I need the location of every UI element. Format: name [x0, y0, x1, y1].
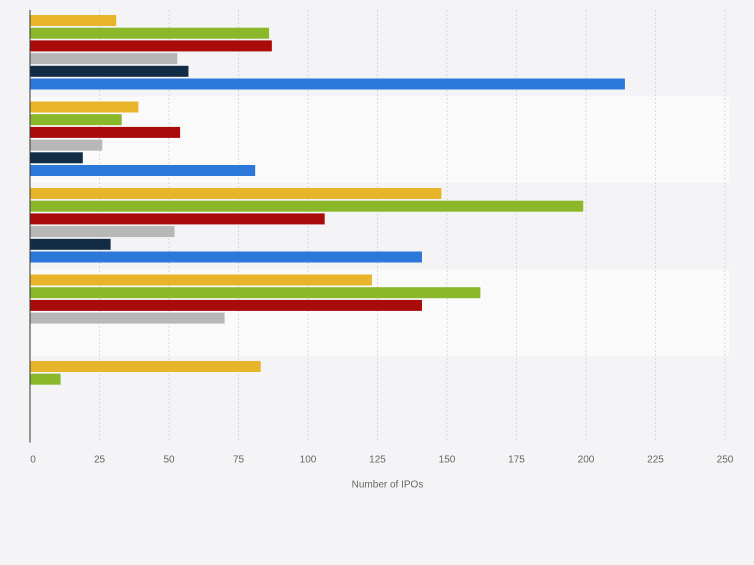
x-tick-label: 50	[163, 455, 175, 466]
bar[interactable]	[30, 53, 178, 65]
bar[interactable]	[30, 274, 372, 286]
bar[interactable]	[30, 226, 175, 238]
bar[interactable]	[30, 65, 189, 77]
bar[interactable]	[30, 251, 422, 263]
x-tick-label: 0	[30, 455, 36, 466]
bar[interactable]	[30, 126, 181, 138]
x-axis-title: Number of IPOs	[352, 480, 424, 491]
bar[interactable]	[30, 114, 122, 126]
x-tick-labels: 0 25 50 75 100 125 150 175 200 225 250	[30, 455, 734, 466]
bar[interactable]	[30, 200, 584, 212]
x-tick-label: 100	[300, 455, 317, 466]
bar[interactable]	[30, 139, 103, 151]
bar[interactable]	[30, 287, 481, 299]
x-tick-label: 75	[233, 455, 245, 466]
x-tick-label: 125	[369, 455, 386, 466]
category-bands	[30, 10, 729, 443]
bar[interactable]	[30, 101, 139, 113]
bar[interactable]	[30, 165, 256, 176]
x-tick-label: 200	[578, 455, 595, 466]
x-tick-label: 25	[94, 455, 106, 466]
bar[interactable]	[30, 312, 225, 324]
bar[interactable]	[30, 78, 625, 90]
bar[interactable]	[30, 299, 422, 311]
x-tick-label: 175	[508, 455, 525, 466]
bar[interactable]	[30, 188, 442, 199]
bar[interactable]	[30, 15, 117, 26]
x-tick-label: 225	[647, 455, 664, 466]
bars	[30, 15, 625, 385]
bar[interactable]	[30, 152, 83, 164]
bar[interactable]	[30, 27, 270, 39]
bar[interactable]	[30, 361, 261, 372]
bar[interactable]	[30, 213, 325, 225]
bar[interactable]	[30, 40, 272, 52]
bar[interactable]	[30, 238, 111, 250]
bar[interactable]	[30, 373, 61, 385]
x-tick-label: 150	[439, 455, 456, 466]
x-tick-label: 250	[717, 455, 734, 466]
